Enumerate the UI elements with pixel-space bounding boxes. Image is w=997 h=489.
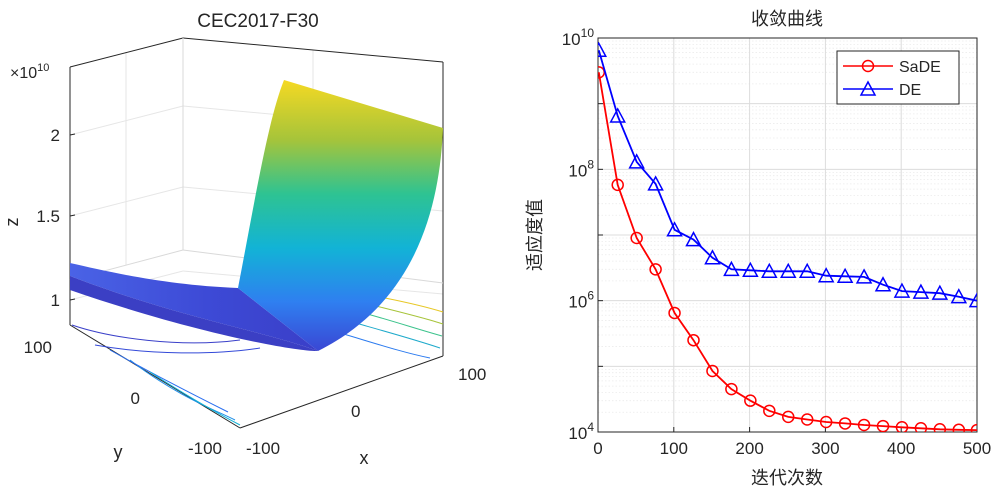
point-sade xyxy=(611,178,624,192)
point-de xyxy=(723,260,740,277)
y-tick-base: 10 xyxy=(568,161,587,180)
axis-ticks xyxy=(597,37,978,433)
y-tick-0: 0 xyxy=(131,389,140,408)
z-multiplier: ×1010 xyxy=(10,62,49,82)
legend-marker-sade xyxy=(861,59,875,73)
point-de xyxy=(609,107,626,123)
y-tick-exponent: 4 xyxy=(587,420,594,434)
x-tick-label: 200 xyxy=(735,439,763,458)
axes-box xyxy=(69,37,444,429)
x-tick-label: 300 xyxy=(811,439,839,458)
x-axis-label: x xyxy=(360,448,369,468)
z-axis-label: z xyxy=(2,218,22,227)
x-tick-labels: 0 100 200 300 400 500 xyxy=(593,439,991,458)
floor-contours xyxy=(71,297,444,426)
y-tick-label: 104 xyxy=(568,420,594,443)
y-tick-base: 10 xyxy=(568,293,587,312)
point-de xyxy=(893,282,911,298)
point-de xyxy=(798,262,816,279)
point-sade xyxy=(687,333,700,347)
y-tick-label: 108 xyxy=(568,157,594,180)
y-axis-label: 适应度值 xyxy=(525,199,546,271)
point-sade xyxy=(800,413,814,426)
y-tick-minus-100: -100 xyxy=(188,439,222,458)
point-sade xyxy=(838,417,852,430)
point-sade xyxy=(970,423,977,432)
point-sade xyxy=(630,231,643,245)
surface-title: CEC2017-F30 xyxy=(197,11,318,32)
point-de xyxy=(836,267,854,284)
point-de xyxy=(817,267,835,283)
point-de xyxy=(874,276,892,292)
x-tick-label: 400 xyxy=(887,439,915,458)
point-sade xyxy=(914,422,928,432)
point-sade xyxy=(744,394,757,407)
z-tick-1: 1 xyxy=(51,291,60,310)
surface-plot: 2 1.5 1 ×1010 z 100 0 -100 y -100 0 100 … xyxy=(2,11,486,468)
point-de xyxy=(647,175,664,191)
point-sade xyxy=(725,382,738,396)
point-de xyxy=(931,284,949,300)
x-tick-0: 0 xyxy=(351,402,360,421)
series-layer xyxy=(598,41,977,432)
point-de xyxy=(761,262,778,279)
point-sade xyxy=(649,263,662,276)
point-de xyxy=(950,288,968,304)
z-ticks xyxy=(69,133,76,301)
x-tick-label: 500 xyxy=(963,439,991,458)
point-de xyxy=(968,292,977,308)
point-sade xyxy=(706,364,719,378)
series-line-sade xyxy=(598,72,977,431)
surface-right-face xyxy=(238,80,443,351)
point-sade xyxy=(933,423,947,432)
point-de xyxy=(780,262,797,279)
y-tick-label: 106 xyxy=(568,289,594,312)
y-tick-base: 10 xyxy=(562,30,581,49)
z-multiplier-base: ×10 xyxy=(10,65,37,82)
y-tick-exponent: 8 xyxy=(587,157,594,171)
point-sade xyxy=(857,418,871,432)
point-de xyxy=(666,221,683,237)
point-de xyxy=(912,283,930,299)
legend-box xyxy=(836,50,960,105)
point-de xyxy=(685,231,702,247)
point-de xyxy=(628,153,645,169)
y-tick-exponent: 6 xyxy=(587,289,594,303)
y-tick-base: 10 xyxy=(568,424,587,443)
z-tick-2: 2 xyxy=(51,126,60,145)
legend-marker-de xyxy=(859,80,877,96)
point-sade xyxy=(782,410,795,424)
y-tick-label: 1010 xyxy=(562,26,595,49)
surface-left-face xyxy=(70,263,318,351)
point-de xyxy=(704,249,721,265)
chart-title: 收敛曲线 xyxy=(751,9,823,30)
z-multiplier-exponent: 10 xyxy=(37,62,49,74)
x-tick-label: 0 xyxy=(593,439,602,458)
surface-bottom xyxy=(70,276,318,352)
x-tick-minus-100: -100 xyxy=(246,439,280,458)
series-line-de xyxy=(598,50,977,302)
point-sade xyxy=(763,404,776,418)
legend-label-sade: SaDE xyxy=(899,59,941,76)
point-sade xyxy=(876,419,890,432)
legend-label-de: DE xyxy=(899,82,921,99)
y-tick-100: 100 xyxy=(24,338,52,357)
y-tick-exponent: 10 xyxy=(581,26,595,40)
z-tick-1-5: 1.5 xyxy=(36,207,60,226)
legend: SaDE DE xyxy=(836,50,960,105)
x-axis-label: 迭代次数 xyxy=(751,468,823,489)
point-de xyxy=(855,268,873,284)
x-tick-100: 100 xyxy=(458,365,486,384)
point-sade xyxy=(952,423,966,432)
point-de xyxy=(742,261,759,278)
point-de xyxy=(598,41,608,58)
point-sade xyxy=(895,421,909,432)
x-tick-label: 100 xyxy=(660,439,688,458)
point-sade xyxy=(819,415,833,429)
point-sade xyxy=(668,306,681,320)
y-axis-label: y xyxy=(114,442,123,462)
